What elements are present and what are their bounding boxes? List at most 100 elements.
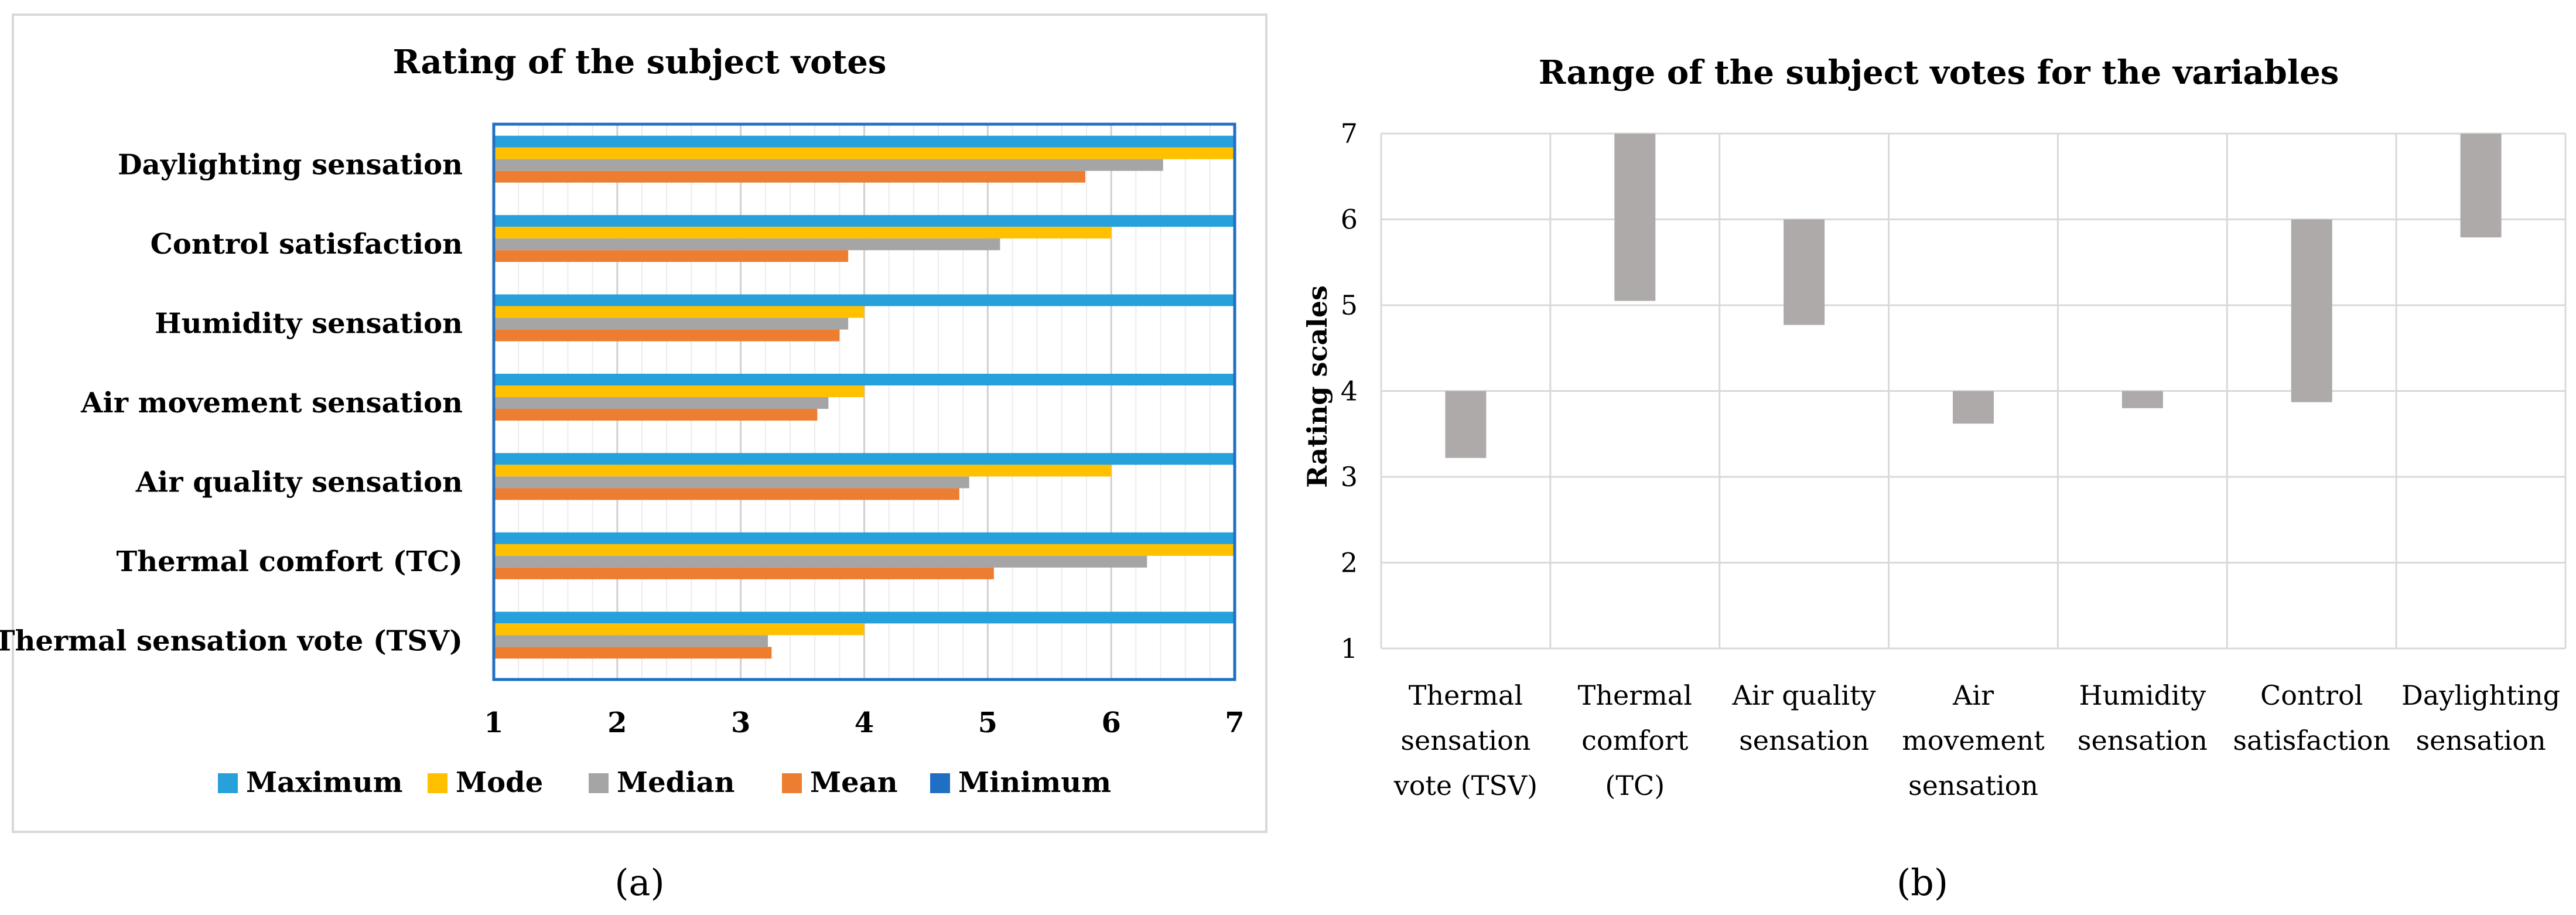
range-bar: [1614, 134, 1656, 301]
panel-a-plot-border: [492, 122, 1236, 681]
bar-mode: [494, 544, 1235, 556]
legend-swatch: [589, 773, 609, 793]
range-bar: [1784, 219, 1825, 325]
bar-mean: [494, 329, 840, 342]
bar-median: [494, 635, 768, 647]
category-label: Air quality sensation: [135, 466, 463, 499]
legend-item-median: Median: [589, 766, 734, 799]
category-label: Thermal sensation vote (TSV): [1393, 680, 1538, 801]
panel-b-title: Range of the subject votes for the varia…: [1539, 53, 2339, 92]
bar-median: [494, 476, 969, 489]
category-label: Thermal comfort (TC): [117, 545, 463, 578]
category-label: Air movement sensation: [1902, 680, 2045, 801]
panel-b-y-tick-labels: 1 2 3 4 5 6 7: [1341, 118, 1358, 664]
range-bar: [2291, 219, 2332, 402]
bar-maximum: [494, 215, 1235, 227]
bar-mode: [494, 623, 865, 636]
panel-b-label: (b): [1897, 861, 1948, 904]
category-label-line: Control: [2260, 680, 2363, 711]
x-tick-label: 7: [1225, 706, 1244, 739]
panel-a-bars: [494, 135, 1235, 659]
category-label: Daylighting sensation: [2401, 680, 2560, 756]
panel-a-title: Rating of the subject votes: [393, 43, 887, 81]
legend-swatch: [782, 773, 802, 793]
panel-a-label: (a): [614, 861, 664, 904]
bar-mean: [494, 409, 818, 421]
bar-mean: [494, 647, 772, 659]
bar-mean: [494, 488, 959, 500]
legend-label: Maximum: [246, 766, 403, 799]
legend-item-mode: Mode: [428, 766, 543, 799]
panel-a-category-labels: Thermal sensation vote (TSV) Thermal comf…: [0, 149, 463, 658]
category-label-line: satisfaction: [2233, 725, 2390, 756]
category-label: Control satisfaction: [2233, 680, 2390, 756]
category-label: Thermal comfort (TC): [1578, 680, 1692, 801]
x-tick-label: 4: [855, 706, 874, 739]
bar-mean: [494, 170, 1085, 183]
category-label-line: sensation: [1739, 725, 1869, 756]
panel-a-legend: Maximum Mode Median Mean Minimum: [218, 766, 1111, 799]
panel-b-bars: [1445, 134, 2502, 458]
legend-item-maximum: Maximum: [218, 766, 403, 799]
bar-mode: [494, 306, 865, 318]
y-tick-label: 1: [1341, 633, 1358, 664]
bar-mode: [494, 465, 1112, 477]
category-label: Control satisfaction: [151, 228, 463, 261]
y-tick-label: 7: [1341, 118, 1358, 149]
category-label-line: sensation: [1400, 725, 1530, 756]
category-label-line: Humidity: [2079, 680, 2206, 711]
bar-median: [494, 238, 1000, 251]
category-label-line: Thermal: [1578, 680, 1692, 711]
bar-median: [494, 317, 849, 330]
bar-mean: [494, 250, 849, 262]
legend-label: Mode: [456, 766, 543, 799]
y-tick-label: 4: [1341, 375, 1358, 407]
category-label: Air quality sensation: [1732, 680, 1876, 756]
range-bar: [1953, 391, 1994, 424]
category-label: Thermal sensation vote (TSV): [0, 624, 463, 657]
x-tick-label: 5: [978, 706, 997, 739]
legend-item-mean: Mean: [782, 766, 898, 799]
x-tick-label: 2: [607, 706, 627, 739]
category-label-line: sensation: [2078, 725, 2208, 756]
range-bar: [2121, 391, 2163, 408]
category-label: Daylighting sensation: [118, 149, 463, 182]
x-tick-label: 3: [731, 706, 750, 739]
category-label-line: Air: [1952, 680, 1994, 711]
legend-swatch: [218, 773, 238, 793]
y-tick-label: 2: [1341, 547, 1358, 579]
legend-label: Mean: [810, 766, 898, 799]
y-tick-label: 5: [1341, 289, 1358, 321]
bar-maximum: [494, 374, 1235, 385]
category-label-line: sensation: [2416, 725, 2546, 756]
bar-mode: [494, 385, 865, 397]
panel-b-y-axis-title: Rating scales: [1301, 285, 1333, 488]
category-label-line: movement: [1902, 725, 2045, 756]
category-label: Humidity sensation: [2078, 680, 2208, 756]
category-label-line: vote (TSV): [1393, 770, 1538, 801]
bar-median: [494, 397, 829, 409]
legend-label: Minimum: [958, 766, 1111, 799]
y-tick-label: 6: [1341, 204, 1358, 235]
bar-maximum: [494, 135, 1235, 148]
bar-mode: [494, 147, 1235, 159]
legend-item-minimum: Minimum: [930, 766, 1111, 799]
legend-swatch: [428, 773, 447, 793]
bar-maximum: [494, 612, 1235, 624]
x-tick-label: 1: [484, 706, 503, 739]
range-bar: [1445, 391, 1487, 458]
category-label: Air movement sensation: [80, 387, 463, 419]
panel-a-x-tick-labels: 1 2 3 4 5 6 7: [484, 706, 1244, 739]
category-label-line: Daylighting: [2401, 680, 2560, 711]
category-label-line: sensation: [1908, 770, 2038, 801]
category-label-line: Thermal: [1409, 680, 1523, 711]
bar-maximum: [494, 453, 1235, 465]
legend-swatch: [930, 773, 950, 793]
category-label-line: comfort: [1581, 725, 1689, 756]
category-label-line: Air quality: [1732, 680, 1876, 711]
range-bar: [2460, 134, 2502, 238]
bar-median: [494, 159, 1163, 171]
bar-median: [494, 555, 1147, 568]
bar-maximum: [494, 294, 1235, 306]
